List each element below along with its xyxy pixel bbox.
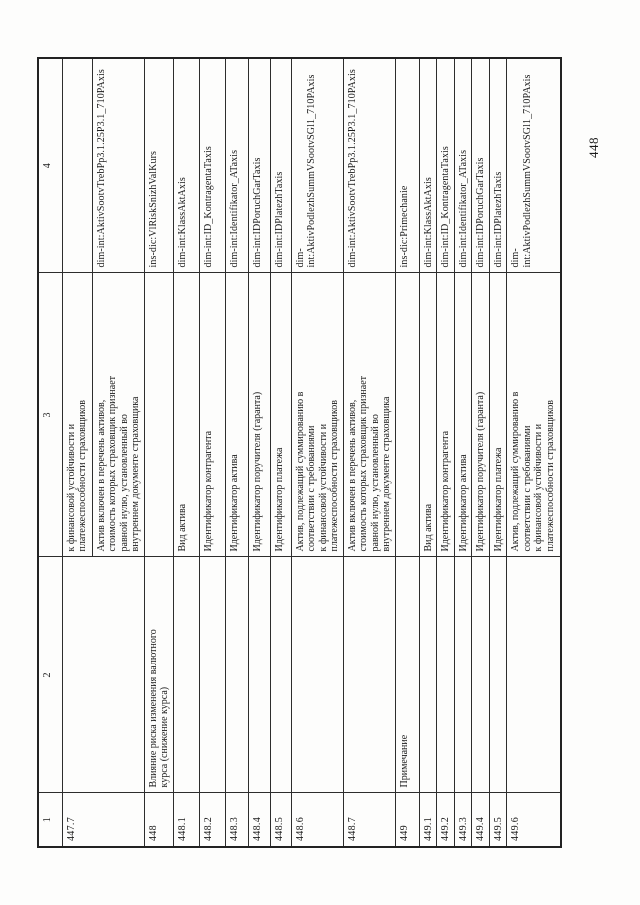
code-cell: dim-int:IDPlatezhTaxis: [489, 58, 507, 273]
code-cell: dim-int:KlassAktAxis: [173, 58, 199, 273]
section-title-cell: [489, 557, 507, 793]
code-cell: dim-int:IDPoruchGarTaxis: [471, 58, 489, 273]
code-cell: dim- int:AktivPodlezhSummVSootvSGl1_710P…: [291, 58, 343, 273]
section-title-cell: [270, 557, 291, 793]
description-cell: Идентификатор актива: [225, 273, 248, 557]
section-title-cell: [199, 557, 225, 793]
code-cell: dim-int:AktivSootvTrebPp3.1.25P3.1_710PA…: [92, 58, 144, 273]
section-title-cell: [471, 557, 489, 793]
row-number-cell: 449.3: [454, 793, 472, 847]
table-row: 448.1 Вид актива dim-int:KlassAktAxis: [173, 58, 199, 847]
code-cell: [62, 58, 92, 273]
table-row: 448 Влияние риска изменения валютного ку…: [144, 58, 173, 847]
table-row: 448.2 Идентификатор контрагента dim-int:…: [199, 58, 225, 847]
code-cell: dim-int:KlassAktAxis: [419, 58, 437, 273]
section-title-cell: [62, 557, 144, 793]
section-title-cell: [454, 557, 472, 793]
description-cell: Актив, подлежащий суммированию в соответ…: [291, 273, 343, 557]
table-row: 448.6 Актив, подлежащий суммированию в с…: [291, 58, 343, 847]
description-cell: Актив включен в перечень активов, стоимо…: [92, 273, 144, 557]
section-title-cell: [173, 557, 199, 793]
code-cell: ins-dic:VlRiskSnizhValKurs: [144, 58, 173, 273]
description-cell: Идентификатор контрагента: [199, 273, 225, 557]
row-number-cell: 448.6: [291, 793, 343, 847]
section-title-cell: [436, 557, 454, 793]
header-cell-1: 1: [38, 793, 62, 847]
description-cell: Актив включен в перечень активов, стоимо…: [343, 273, 395, 557]
table-row: 449.4 Идентификатор поручителя (гаранта)…: [471, 58, 489, 847]
row-number-cell: 448.4: [248, 793, 270, 847]
row-number-cell: 448.3: [225, 793, 248, 847]
code-cell: dim-int:AktivSootvTrebPp3.1.25P3.1_710PA…: [343, 58, 395, 273]
table-row: 449 Примечание ins-dic:Primechanie: [395, 58, 419, 847]
row-number-cell: 449.2: [436, 793, 454, 847]
data-table: 1 2 3 4 447.7 к финансовой устойчивости …: [37, 57, 562, 848]
table-row: 448.3 Идентификатор актива dim-int:Ident…: [225, 58, 248, 847]
table-row: 449.6 Актив, подлежащий суммированию в с…: [506, 58, 561, 847]
table-row: 449.5 Идентификатор платежа dim-int:IDPl…: [489, 58, 507, 847]
table-row: 448.5 Идентификатор платежа dim-int:IDPl…: [270, 58, 291, 847]
description-cell: Идентификатор контрагента: [436, 273, 454, 557]
row-number-cell: 449.4: [471, 793, 489, 847]
table-row: 449.3 Идентификатор актива dim-int:Ident…: [454, 58, 472, 847]
row-number-cell: 448: [144, 793, 173, 847]
code-cell: dim- int:AktivPodlezhSummVSootvSGl1_710P…: [506, 58, 561, 273]
description-cell: Идентификатор платежа: [489, 273, 507, 557]
row-number-cell: 447.7: [62, 793, 144, 847]
row-number-cell: 448.2: [199, 793, 225, 847]
section-title-cell: Примечание: [395, 557, 419, 793]
row-number-cell: 449: [395, 793, 419, 847]
row-number-cell: 448.7: [343, 793, 395, 847]
table-header-row: 1 2 3 4: [38, 58, 62, 847]
description-cell: Идентификатор платежа: [270, 273, 291, 557]
section-title-cell: [225, 557, 248, 793]
code-cell: dim-int:IDPoruchGarTaxis: [248, 58, 270, 273]
section-title-cell: [291, 557, 343, 793]
header-cell-3: 3: [38, 273, 62, 557]
section-title-cell: [506, 557, 561, 793]
description-cell: к финансовой устойчивости и платежеспосо…: [62, 273, 92, 557]
description-cell: Идентификатор поручителя (гаранта): [471, 273, 489, 557]
table-row: 449.1 Вид актива dim-int:KlassAktAxis: [419, 58, 437, 847]
description-cell: Вид актива: [173, 273, 199, 557]
code-cell: dim-int:Identifikator_ATaxis: [454, 58, 472, 273]
description-cell: Идентификатор поручителя (гаранта): [248, 273, 270, 557]
row-number-cell: 449.6: [506, 793, 561, 847]
row-number-cell: 449.5: [489, 793, 507, 847]
section-title-cell: Влияние риска изменения валютного курса …: [144, 557, 173, 793]
description-cell: [395, 273, 419, 557]
section-title-cell: [248, 557, 270, 793]
table-row: 448.4 Идентификатор поручителя (гаранта)…: [248, 58, 270, 847]
description-cell: Вид актива: [419, 273, 437, 557]
table-row: 448.7 Актив включен в перечень активов, …: [343, 58, 395, 847]
page-number: 448: [586, 137, 601, 158]
description-cell: Актив, подлежащий суммированию в соответ…: [506, 273, 561, 557]
table-row: 449.2 Идентификатор контрагента dim-int:…: [436, 58, 454, 847]
section-title-cell: [343, 557, 395, 793]
description-cell: Идентификатор актива: [454, 273, 472, 557]
description-cell: [144, 273, 173, 557]
header-cell-2: 2: [38, 557, 62, 793]
row-number-cell: 449.1: [419, 793, 437, 847]
code-cell: dim-int:ID_KontragentaTaxis: [199, 58, 225, 273]
code-cell: ins-dic:Primechanie: [395, 58, 419, 273]
row-number-cell: 448.5: [270, 793, 291, 847]
table-row: 447.7 к финансовой устойчивости и платеж…: [62, 58, 144, 847]
section-title-cell: [419, 557, 437, 793]
header-cell-4: 4: [38, 58, 62, 273]
row-number-cell: 448.1: [173, 793, 199, 847]
rotated-table-container: 1 2 3 4 447.7 к финансовой устойчивости …: [37, 57, 569, 848]
code-cell: dim-int:ID_KontragentaTaxis: [436, 58, 454, 273]
code-cell: dim-int:Identifikator_ATaxis: [225, 58, 248, 273]
code-cell: dim-int:IDPlatezhTaxis: [270, 58, 291, 273]
